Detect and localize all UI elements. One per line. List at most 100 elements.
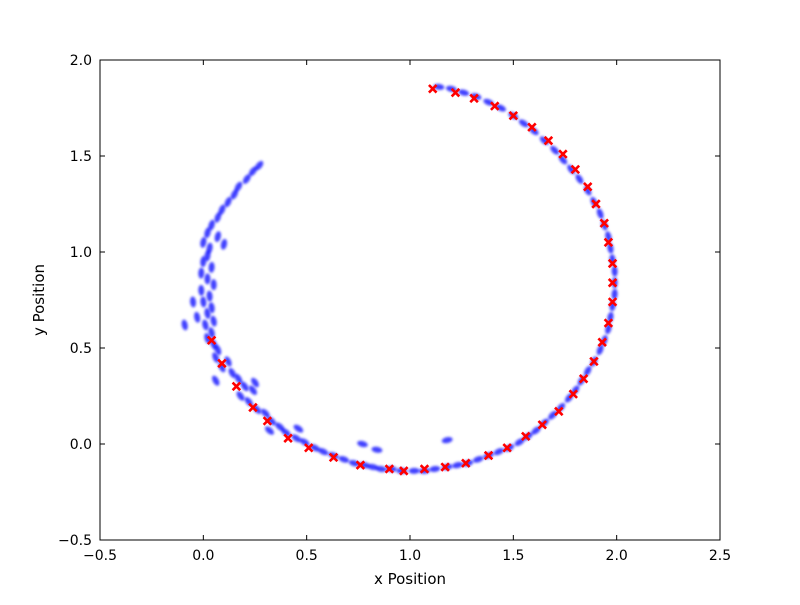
red-x-marker xyxy=(603,237,614,248)
red-x-marker xyxy=(607,297,618,307)
red-x-marker xyxy=(521,431,531,442)
red-x-marker xyxy=(231,381,242,392)
red-x-marker xyxy=(262,416,273,426)
red-x-marker xyxy=(508,110,519,121)
blue-ellipse-point xyxy=(236,391,245,401)
y-tick-label: 1.5 xyxy=(70,149,92,165)
blue-ellipse-point xyxy=(367,463,379,471)
blue-ellipse-point xyxy=(204,227,211,239)
blue-ellipse-point xyxy=(429,465,441,473)
blue-ellipse-point xyxy=(210,279,217,291)
x-tick-label: 2.5 xyxy=(709,548,731,564)
red-x-marker xyxy=(607,258,618,269)
blue-ellipse-point xyxy=(198,284,205,296)
blue-ellipse-point xyxy=(548,410,558,420)
x-tick-label: 2.0 xyxy=(606,548,628,564)
red-x-marker xyxy=(578,374,589,384)
red-x-marker xyxy=(450,87,461,98)
blue-ellipse-point xyxy=(189,296,197,308)
red-x-marker xyxy=(570,164,581,175)
axis-ticks: −0.5 0.0 0.5 1.0 1.5 2.0 2.5 −0.5 0.0 0.5 1.0 1.5 2.… xyxy=(58,53,731,564)
blue-ellipse-point xyxy=(208,261,215,273)
red-x-marker xyxy=(558,149,568,159)
y-axis-label: y Position xyxy=(30,264,48,336)
blue-ellipse-point xyxy=(200,256,207,268)
blue-ellipse-point xyxy=(291,434,302,443)
red-x-marker xyxy=(603,318,614,328)
red-x-marker xyxy=(304,443,314,453)
blue-ellipse-point xyxy=(250,377,260,388)
blue-ellipse-point xyxy=(210,315,217,327)
blue-ellipse-point xyxy=(575,174,584,184)
blue-ellipse-point xyxy=(220,238,228,250)
blue-ellipse-point xyxy=(194,311,201,323)
blue-ellipse-point xyxy=(299,438,310,446)
blue-ellipse-point xyxy=(472,455,484,463)
blue-ellipse-point xyxy=(214,212,222,223)
blue-ellipse-point xyxy=(211,375,220,386)
red-x-marker xyxy=(568,389,578,399)
red-x-marker xyxy=(599,218,609,228)
blue-ellipse-point xyxy=(200,236,207,248)
x-tick-label: −0.5 xyxy=(83,548,117,564)
x-tick-label: 1.0 xyxy=(399,548,421,564)
blue-ellipse-point xyxy=(214,344,222,356)
blue-ellipse-point xyxy=(234,373,243,384)
blue-ellipse-point xyxy=(208,219,215,231)
blue-ellipse-point xyxy=(452,461,463,469)
blue-ellipse-point xyxy=(224,356,232,367)
y-tick-label: 1.0 xyxy=(70,245,92,261)
blue-ellipse-point xyxy=(200,296,207,308)
blue-ellipse-point xyxy=(260,408,270,418)
red-x-marker xyxy=(419,464,430,474)
red-x-marker xyxy=(248,402,258,413)
x-tick-label: 1.5 xyxy=(502,548,524,564)
blue-ellipse-point xyxy=(408,467,420,474)
blue-ellipse-point xyxy=(357,440,368,448)
blue-ellipse-point xyxy=(254,160,264,171)
blue-ellipse-point xyxy=(611,288,618,300)
blue-ellipse-point xyxy=(218,204,226,215)
blue-ellipse-point xyxy=(248,385,258,395)
blue-ellipse-point xyxy=(208,327,215,338)
blue-ellipse-point xyxy=(181,319,188,331)
red-x-marker xyxy=(589,356,599,367)
blue-ellipse-point xyxy=(371,446,383,453)
y-tick-label: 0.5 xyxy=(70,341,92,357)
red-x-marker xyxy=(469,93,479,104)
red-x-marker xyxy=(537,420,547,430)
red-x-marker xyxy=(583,182,593,192)
red-x-marker xyxy=(328,452,339,463)
blue-ellipse-point xyxy=(230,189,239,200)
red-x-marker xyxy=(483,450,494,461)
blue-ellipse-point xyxy=(584,366,592,377)
blue-ellipse-point xyxy=(202,319,209,331)
red-x-marker xyxy=(597,337,607,347)
red-x-marker xyxy=(399,466,409,476)
blue-ellipse-point xyxy=(493,448,504,456)
red-x-marker xyxy=(440,462,450,472)
y-tick-label: 2.0 xyxy=(70,53,92,69)
blue-ellipse-point xyxy=(611,265,618,277)
red-x-marker xyxy=(591,199,601,209)
y-tick-label: 0.0 xyxy=(70,437,92,453)
blue-ellipse-point xyxy=(596,344,604,356)
blue-ellipse-point xyxy=(248,166,258,177)
red-x-marker xyxy=(490,101,500,111)
red-x-marker xyxy=(554,406,564,417)
blue-ellipse-point xyxy=(281,428,291,437)
red-x-marker xyxy=(527,122,537,132)
blue-ellipse-point xyxy=(206,290,213,302)
blue-ellipse-point xyxy=(518,119,529,128)
red-x-marker xyxy=(607,278,618,288)
blue-ellipse-point xyxy=(338,456,350,463)
red-x-marker xyxy=(217,358,227,369)
data-points xyxy=(181,83,618,476)
blue-ellipse-point xyxy=(375,465,387,473)
y-tick-label: −0.5 xyxy=(58,533,92,549)
blue-ellipse-point xyxy=(204,273,211,285)
red-x-marker xyxy=(461,458,471,468)
red-x-marker xyxy=(283,433,293,443)
